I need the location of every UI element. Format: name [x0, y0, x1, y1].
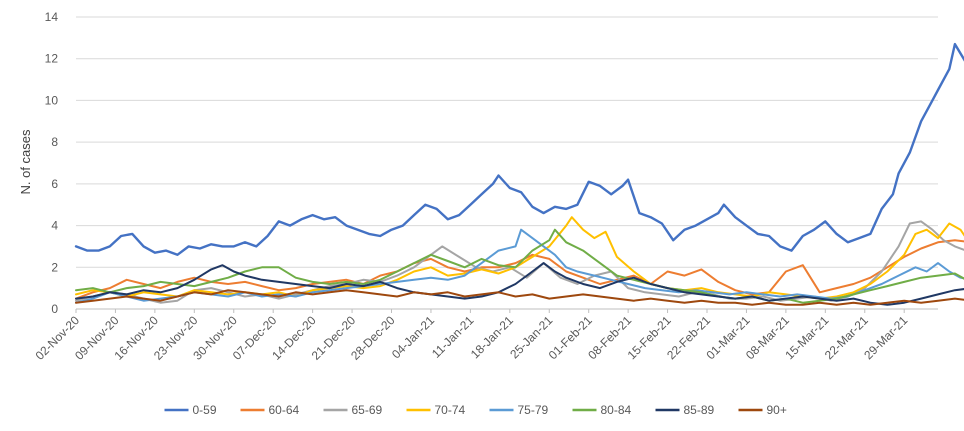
series-line-85-89 — [75, 262, 964, 306]
legend-label: 85-89 — [684, 403, 715, 417]
y-axis-title: N. of cases — [18, 129, 33, 195]
legend-label: 90+ — [767, 403, 787, 417]
legend-label: 65-69 — [352, 403, 383, 417]
gridlines — [76, 16, 938, 268]
y-tick-label: 8 — [51, 135, 58, 149]
y-tick-label: 12 — [45, 52, 59, 66]
y-tick-label: 2 — [51, 260, 58, 274]
y-tick-label: 10 — [45, 93, 59, 107]
series-lines — [74, 42, 964, 306]
legend-label: 60-64 — [269, 403, 300, 417]
series-line-60-64 — [75, 239, 964, 300]
y-tick-label: 6 — [51, 177, 58, 191]
series-line-80-84 — [75, 228, 964, 304]
y-tick-label: 14 — [45, 10, 59, 24]
series-line-90+ — [75, 289, 964, 306]
legend-label: 70-74 — [435, 403, 466, 417]
series-line-70-74 — [75, 216, 964, 300]
series-line-0-59 — [74, 42, 964, 256]
y-axis: 0 2 4 6 8 10 12 14 — [45, 10, 59, 316]
series-line-65-69 — [75, 220, 964, 304]
x-axis: 02-Nov-2009-Nov-2016-Nov-2023-Nov-2030-N… — [33, 308, 938, 363]
y-tick-label: 4 — [51, 219, 58, 233]
x-tick-label: 28-Dec-20 — [348, 313, 398, 363]
legend-label: 80-84 — [601, 403, 632, 417]
x-tick-label: 04-Jan-21 — [389, 313, 437, 361]
legend-label: 0-59 — [193, 403, 217, 417]
legend: 0-59 60-64 65-69 70-74 75-79 80-84 85-89 90+ — [164, 403, 787, 417]
legend-label: 75-79 — [518, 403, 549, 417]
x-tick-label: 29-Mar-21 — [861, 313, 910, 362]
y-tick-label: 0 — [51, 302, 58, 316]
